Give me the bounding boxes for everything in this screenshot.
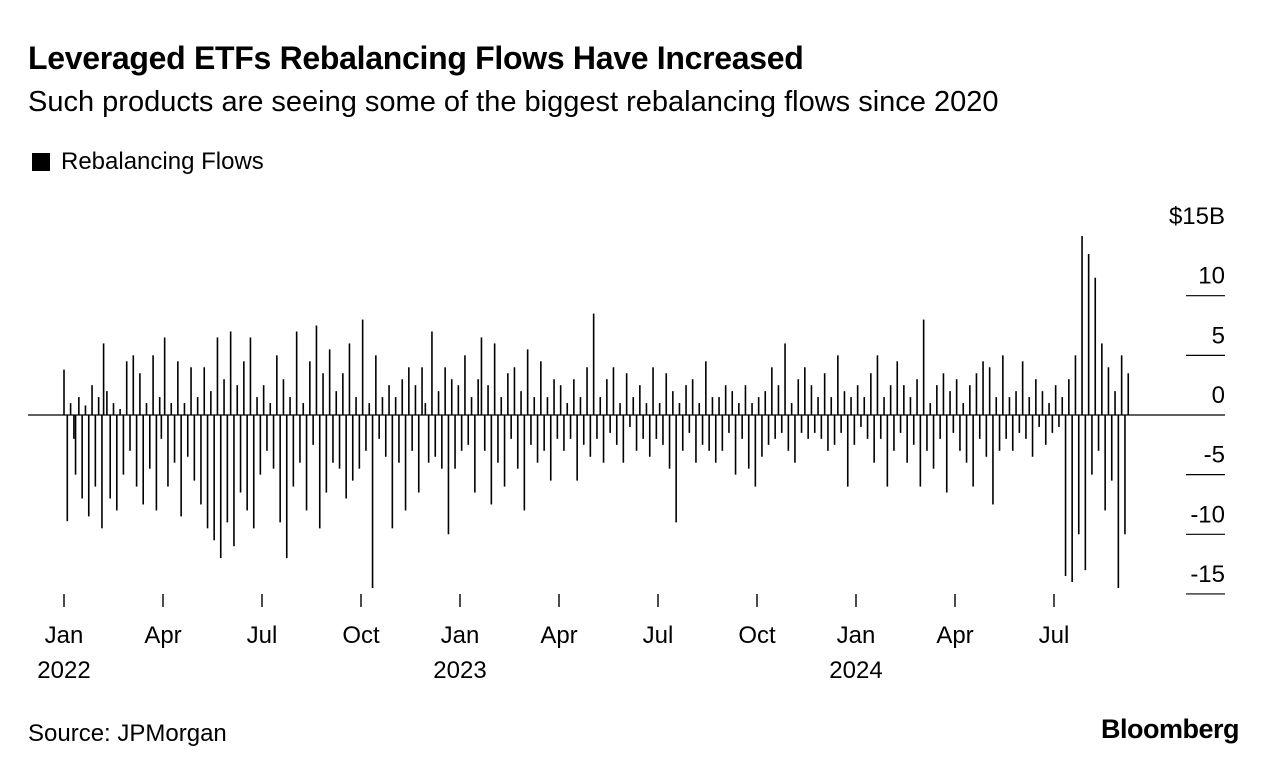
chart-subtitle: Such products are seeing some of the big… — [28, 86, 999, 118]
x-tick-label: Apr — [936, 622, 973, 649]
x-tick-label: Oct — [738, 622, 776, 649]
x-tick-label: Jul — [1039, 622, 1070, 649]
y-tick-label: -5 — [1204, 442, 1225, 469]
legend-label: Rebalancing Flows — [61, 148, 264, 175]
y-axis: $15B 10 5 0 -5 -10 -15 — [1169, 203, 1225, 588]
y-tick-label: 5 — [1212, 322, 1225, 349]
legend-swatch — [32, 153, 50, 171]
source-note: Source: JPMorgan — [28, 720, 227, 747]
x-tick-label: Oct — [342, 622, 380, 649]
x-tick-label: Jul — [643, 622, 674, 649]
x-year-label: 2024 — [829, 657, 882, 684]
y-tick-label: -10 — [1190, 501, 1225, 528]
x-tick-label: Apr — [540, 622, 577, 649]
x-year-label: 2023 — [433, 657, 486, 684]
x-axis: Jan 2022 Apr Jul Oct Jan 2023 Apr Jul Oct Jan 2024 A… — [37, 594, 1069, 684]
bars — [63, 236, 1130, 588]
x-tick-label: Jan — [441, 622, 480, 649]
y-tick-label: 0 — [1212, 382, 1225, 409]
y-tick-label: 10 — [1198, 263, 1225, 290]
bloomberg-logo: Bloomberg — [1101, 714, 1240, 744]
y-tick-label: -15 — [1190, 561, 1225, 588]
y-tick-label: $15B — [1169, 203, 1225, 230]
x-tick-label: Apr — [144, 622, 181, 649]
x-year-label: 2022 — [37, 657, 90, 684]
x-tick-label: Jan — [837, 622, 876, 649]
legend: Rebalancing Flows — [32, 148, 264, 176]
chart-title: Leveraged ETFs Rebalancing Flows Have In… — [28, 40, 804, 76]
x-tick-label: Jan — [45, 622, 84, 649]
x-tick-label: Jul — [247, 622, 278, 649]
